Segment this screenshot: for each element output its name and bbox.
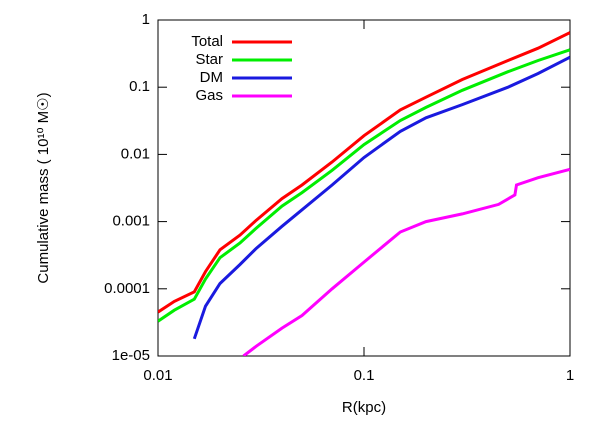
y-tick-label: 1 — [142, 11, 150, 28]
x-tick-label: 0.01 — [143, 367, 172, 384]
y-tick-label: 0.01 — [121, 145, 150, 162]
x-tick-label: 0.1 — [354, 367, 375, 384]
y-tick-label: 0.1 — [129, 78, 150, 95]
data-line — [158, 31, 570, 314]
y-tick-label: 0.0001 — [104, 280, 150, 297]
y-tick-label: 0.001 — [112, 213, 150, 230]
data-line — [242, 167, 570, 356]
x-tick-label: 1 — [566, 367, 574, 384]
legend-label: Gas — [195, 87, 223, 104]
legend-label: Star — [195, 51, 223, 68]
y-axis-label: Cumulative mass ( 10¹⁰ M☉) — [35, 92, 52, 283]
data-line — [158, 48, 570, 323]
data-line — [192, 55, 570, 340]
legend-label: DM — [200, 69, 223, 86]
y-tick-label: 1e-05 — [112, 347, 150, 364]
plot-frame — [157, 19, 571, 357]
x-axis-label: R(kpc) — [342, 399, 386, 416]
legend-label: Total — [191, 33, 223, 50]
